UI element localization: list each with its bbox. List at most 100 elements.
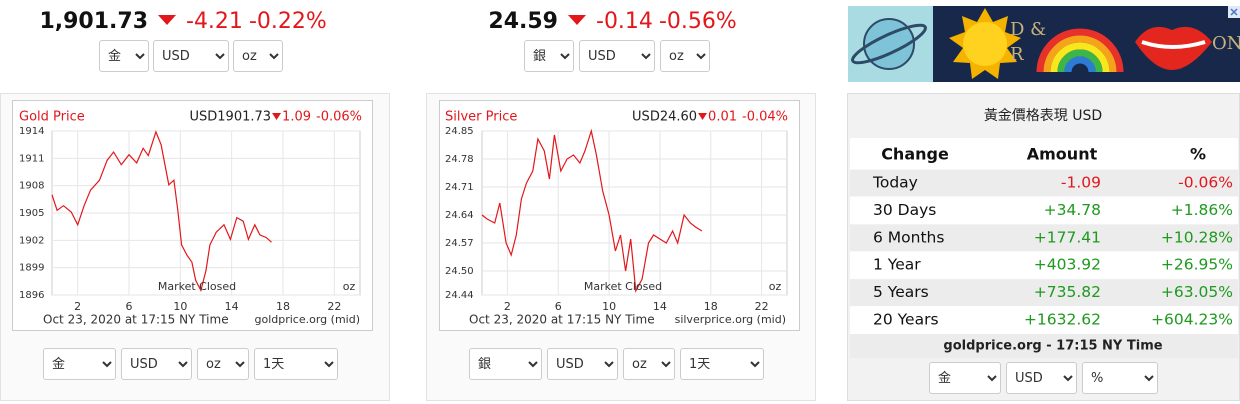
- table-cell: +26.95%: [1161, 256, 1233, 274]
- dropdown[interactable]: 銀: [524, 40, 574, 72]
- quote-price: 1,901.73: [39, 9, 148, 34]
- dropdown[interactable]: oz: [623, 348, 675, 380]
- chart-change: 0.01: [708, 110, 737, 125]
- x-tick-label: 10: [173, 300, 187, 313]
- table-cell: +34.78: [1044, 201, 1101, 219]
- dropdown[interactable]: USD: [547, 348, 618, 380]
- table-cell: 1 Year: [873, 256, 921, 274]
- chart-footer-left: Oct 23, 2020 at 17:15 NY Time: [43, 313, 229, 327]
- dropdown[interactable]: 金: [99, 40, 149, 72]
- down-arrow: [568, 15, 586, 25]
- y-tick-label: 1911: [19, 153, 44, 164]
- down-arrow: [158, 15, 176, 25]
- table-cell: +1.86%: [1171, 201, 1233, 219]
- dropdown[interactable]: USD: [1006, 362, 1077, 394]
- y-tick-label: 1914: [19, 126, 44, 137]
- table-cell: 5 Years: [873, 283, 929, 301]
- y-tick-label: 1896: [19, 290, 44, 301]
- table-cell: +63.05%: [1161, 283, 1233, 301]
- ad-teeth: [1141, 40, 1206, 49]
- chart-footer-left: Oct 23, 2020 at 17:15 NY Time: [469, 313, 655, 327]
- quote-change-pct: -0.22%: [249, 9, 327, 34]
- x-tick-label: 10: [602, 300, 616, 313]
- x-tick-label: 14: [225, 300, 239, 313]
- quote-change: -0.14: [596, 9, 653, 34]
- price-line: [51, 130, 272, 293]
- annotation: Market Closed: [584, 280, 662, 293]
- dropdown[interactable]: USD: [153, 40, 229, 72]
- dropdown[interactable]: oz: [197, 348, 249, 380]
- y-tick-label: 24.78: [445, 154, 474, 165]
- dropdown[interactable]: 1天: [254, 348, 338, 380]
- x-tick-label: 6: [555, 300, 562, 313]
- down-arrow: [698, 113, 708, 120]
- dropdown[interactable]: oz: [233, 40, 283, 72]
- table-footer: goldprice.org - 17:15 NY Time: [943, 339, 1162, 354]
- x-tick-label: 18: [704, 300, 718, 313]
- table-cell: +735.82: [1034, 283, 1101, 301]
- y-tick-label: 24.64: [445, 210, 474, 221]
- chart-change-pct: -0.04%: [742, 110, 788, 125]
- row-shade: [850, 224, 1238, 252]
- table-header: %: [1190, 145, 1206, 164]
- y-tick-label: 1899: [19, 263, 44, 274]
- table-cell: +403.92: [1034, 256, 1101, 274]
- x-tick-label: 2: [504, 300, 511, 313]
- dropdown[interactable]: 金: [43, 348, 116, 380]
- dropdown[interactable]: oz: [660, 40, 710, 72]
- ad-text: R: [1010, 44, 1024, 65]
- x-tick-label: 2: [74, 300, 81, 313]
- table-cell: +10.28%: [1161, 228, 1233, 246]
- arc: [1036, 28, 1124, 73]
- chart-change-pct: -0.06%: [316, 110, 362, 125]
- table-header: Amount: [1027, 145, 1098, 164]
- y-tick-label: 1905: [19, 208, 44, 219]
- dropdown[interactable]: 金: [929, 362, 1001, 394]
- chart-title: Gold Price: [19, 110, 85, 125]
- table-title: 黃金價格表現 USD: [984, 107, 1102, 124]
- ad-close-x[interactable]: [1230, 8, 1238, 16]
- table-cell: +604.23%: [1151, 311, 1233, 329]
- dropdown[interactable]: USD: [121, 348, 192, 380]
- quote-change: -4.21: [186, 9, 243, 34]
- ad-text: ON: [1212, 33, 1240, 54]
- table-header: Change: [881, 145, 949, 164]
- x-tick-label: 22: [755, 300, 769, 313]
- x-tick-label: 22: [327, 300, 341, 313]
- table-cell: Today: [872, 174, 918, 192]
- table-cell: 20 Years: [873, 311, 939, 329]
- x-tick-label: 18: [276, 300, 290, 313]
- y-tick-label: 24.50: [445, 266, 474, 277]
- arc: [1050, 42, 1110, 73]
- dropdown[interactable]: %: [1082, 362, 1158, 394]
- ad-sun-face: [963, 22, 1007, 66]
- table-cell: 6 Months: [873, 228, 944, 246]
- arc: [1043, 35, 1117, 73]
- table-cell: 30 Days: [873, 201, 936, 219]
- dropdown[interactable]: USD: [579, 40, 655, 72]
- row-shade: [850, 279, 1238, 307]
- table-cell: -0.06%: [1178, 174, 1233, 192]
- y-tick-label: 24.44: [445, 290, 474, 301]
- y-tick-label: 1908: [19, 181, 44, 192]
- footer-shade: [850, 334, 1238, 358]
- x-tick-label: 6: [126, 300, 133, 313]
- ad-text: D &: [1010, 19, 1046, 40]
- arc: [1064, 56, 1096, 73]
- table-cell: +1632.62: [1024, 311, 1101, 329]
- chart-price: USD24.60: [632, 110, 697, 125]
- quote-change-pct: -0.56%: [659, 9, 737, 34]
- dropdown[interactable]: 1天: [680, 348, 764, 380]
- y-tick-label: 24.71: [445, 182, 474, 193]
- y-tick-label: 24.85: [445, 126, 474, 137]
- chart-footer-right: silverprice.org (mid): [675, 313, 786, 326]
- chart-footer-right: goldprice.org (mid): [255, 313, 361, 326]
- dropdown[interactable]: 銀: [469, 348, 542, 380]
- row-shade: [850, 169, 1238, 197]
- ad-sun: [949, 8, 1021, 79]
- annotation: Market Closed: [158, 280, 236, 293]
- ad-planet: [863, 18, 915, 70]
- gold-chart-box: [12, 100, 373, 331]
